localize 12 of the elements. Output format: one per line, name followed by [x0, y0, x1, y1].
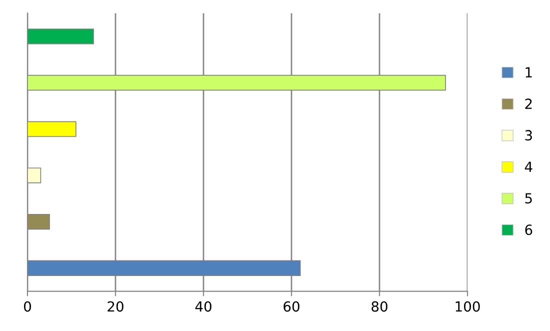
legend-label: 3 — [525, 130, 532, 141]
legend-label: 6 — [525, 224, 532, 236]
x-tick-label: 100 — [456, 301, 480, 312]
legend-label: 4 — [524, 162, 532, 172]
legend-label: 1 — [526, 67, 532, 78]
x-tick-label: 40 — [195, 301, 212, 312]
x-tick-label: 60 — [284, 301, 300, 312]
legend-label: 2 — [525, 98, 532, 109]
x-tick-label: 0 — [24, 301, 31, 312]
x-tick-label: 80 — [372, 301, 388, 312]
legend-label: 5 — [525, 193, 532, 204]
x-tick-label: 20 — [108, 301, 124, 312]
